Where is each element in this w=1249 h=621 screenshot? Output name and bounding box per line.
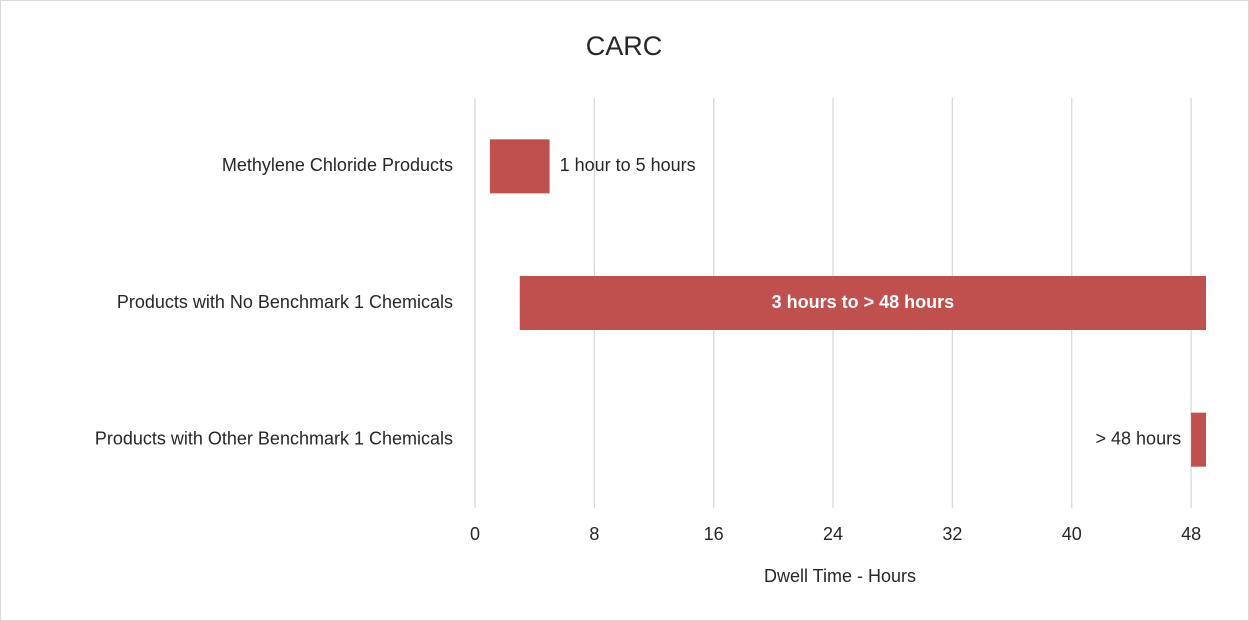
- y-tick-label: Products with No Benchmark 1 Chemicals: [117, 292, 453, 312]
- x-tick-label: 16: [704, 524, 724, 544]
- x-tick-label: 32: [942, 524, 962, 544]
- x-tick-label: 24: [823, 524, 843, 544]
- x-tick-label: 40: [1062, 524, 1082, 544]
- data-label: 3 hours to > 48 hours: [772, 292, 955, 312]
- bar: [519, 276, 1206, 330]
- x-tick-label: 48: [1181, 524, 1201, 544]
- x-tick-label: 0: [470, 524, 480, 544]
- bar: [489, 139, 550, 194]
- bar: [1191, 412, 1206, 467]
- y-tick-label: Products with Other Benchmark 1 Chemical…: [95, 428, 453, 448]
- x-axis-title: Dwell Time - Hours: [764, 566, 916, 586]
- data-label: 1 hour to 5 hours: [560, 155, 696, 175]
- chart-title: CARC: [586, 31, 663, 61]
- data-label: > 48 hours: [1096, 428, 1182, 448]
- x-tick-label: 8: [589, 524, 599, 544]
- y-tick-label: Methylene Chloride Products: [222, 155, 453, 175]
